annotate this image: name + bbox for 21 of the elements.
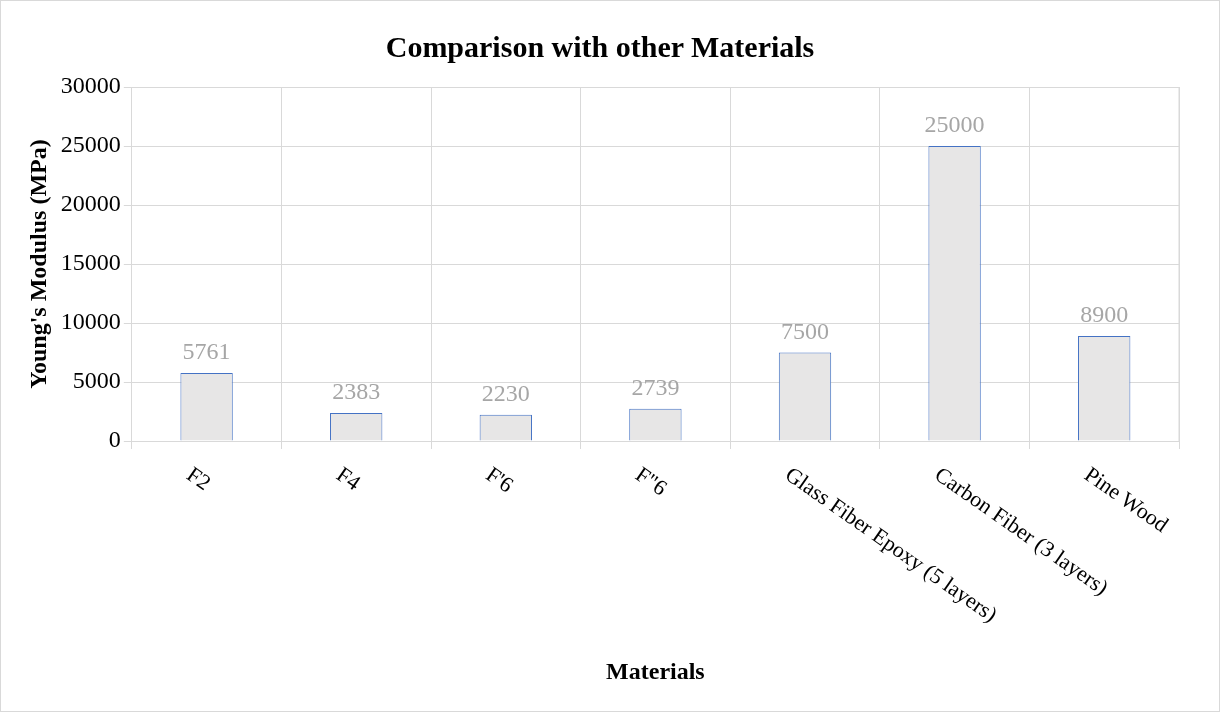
x-tick-label: F'6 <box>481 461 519 498</box>
y-tick-label: 0 <box>108 426 121 453</box>
y-axis-title: Young's Modulus (MPa) <box>24 139 51 389</box>
x-tick-label: F2 <box>182 461 216 496</box>
data-label: 25000 <box>924 111 985 138</box>
x-tick-label: F"6 <box>631 461 672 501</box>
data-label: 2739 <box>631 373 680 400</box>
data-label: 2230 <box>481 379 530 406</box>
data-label: 2383 <box>332 378 381 405</box>
y-tick-label: 25000 <box>60 131 121 158</box>
data-label: 5761 <box>182 338 231 365</box>
x-tick-label: F4 <box>332 461 366 496</box>
data-label: 7500 <box>781 317 829 344</box>
chart-title: Comparison with other Materials <box>385 29 815 63</box>
y-tick-label: 15000 <box>60 249 121 276</box>
data-label: 8900 <box>1080 301 1129 328</box>
y-tick-label: 10000 <box>60 308 121 335</box>
x-axis-title: Materials <box>606 657 705 684</box>
y-tick-label: 5000 <box>72 367 121 394</box>
y-tick-label: 20000 <box>60 190 121 217</box>
y-tick-label: 30000 <box>60 72 121 99</box>
